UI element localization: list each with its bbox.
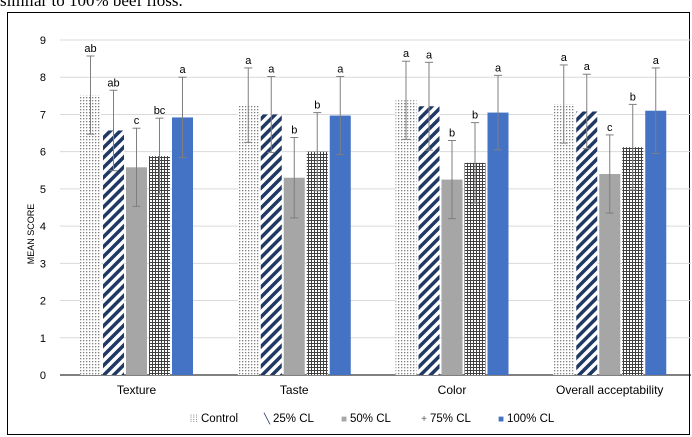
y-tick-label: 2 [40,296,46,308]
x-tick-label: Color [438,383,467,397]
significance-label: a [245,55,252,67]
significance-label: b [291,125,297,137]
legend-marker: ╲ [263,412,271,425]
bar [576,111,598,375]
y-tick-label: 4 [40,221,46,233]
x-tick-label: Overall acceptability [556,383,663,397]
chart-container: 0 1 2 3 4 5 6 7 8 9 Texture Taste Color Overall accep… [7,12,691,435]
bar [441,179,463,375]
significance-label: a [179,64,186,76]
bar [487,112,509,375]
significance-label: ab [84,43,96,55]
significance-label: a [268,63,275,75]
bar [306,151,328,375]
significance-label: ab [107,77,119,89]
bar-chart: 0 1 2 3 4 5 6 7 8 9 Texture Taste Color Overall accep… [26,35,691,425]
legend-marker: ■ [498,414,504,425]
significance-label: bc [154,105,166,117]
bar [645,110,667,375]
bar [80,95,101,375]
significance-label: b [630,91,636,103]
bar [329,115,351,376]
significance-label: a [561,52,568,64]
significance-label: a [653,55,660,67]
y-tick-label: 0 [40,370,46,382]
y-tick-label: 5 [40,184,46,196]
preceding-text: similar to 100% beef floss. [0,0,183,10]
bar [599,174,621,375]
y-tick-label: 7 [40,109,46,121]
significance-label: b [472,110,478,122]
bar [126,167,147,375]
y-tick-label: 8 [40,72,46,84]
y-tick-label: 6 [40,147,46,159]
legend-label: 75% CL [430,413,472,425]
significance-label: b [449,128,455,140]
significance-label: a [426,49,433,61]
y-tick-label: 1 [40,333,46,345]
legend-marker: ⁞⁞⁞ [190,414,198,425]
legend-label: 25% CL [273,413,315,425]
bar [418,106,440,375]
bar [237,105,259,375]
significance-label: b [314,100,320,112]
bar [395,100,417,376]
x-tick-label: Taste [280,383,309,397]
legend-label: 50% CL [350,413,392,425]
bar [103,130,124,375]
bar [283,177,305,375]
legend-marker: + [421,414,427,425]
bar [553,104,575,376]
bar [260,114,282,375]
significance-label: c [607,122,613,134]
significance-label: a [403,48,410,60]
significance-label: c [134,115,140,127]
legend-label: Control [201,413,238,425]
bar [172,117,193,375]
y-tick-label: 3 [40,258,46,270]
significance-label: a [495,62,502,74]
bar [149,156,170,375]
y-tick-label: 9 [40,35,46,47]
y-axis-label: MEAN SCORE [26,204,36,265]
significance-label: a [584,61,591,73]
legend-marker: ■ [341,414,347,425]
x-tick-label: Texture [117,383,157,397]
bar [622,147,644,375]
bar [464,162,486,375]
legend-label: 100% CL [507,413,555,425]
significance-label: a [337,63,344,75]
